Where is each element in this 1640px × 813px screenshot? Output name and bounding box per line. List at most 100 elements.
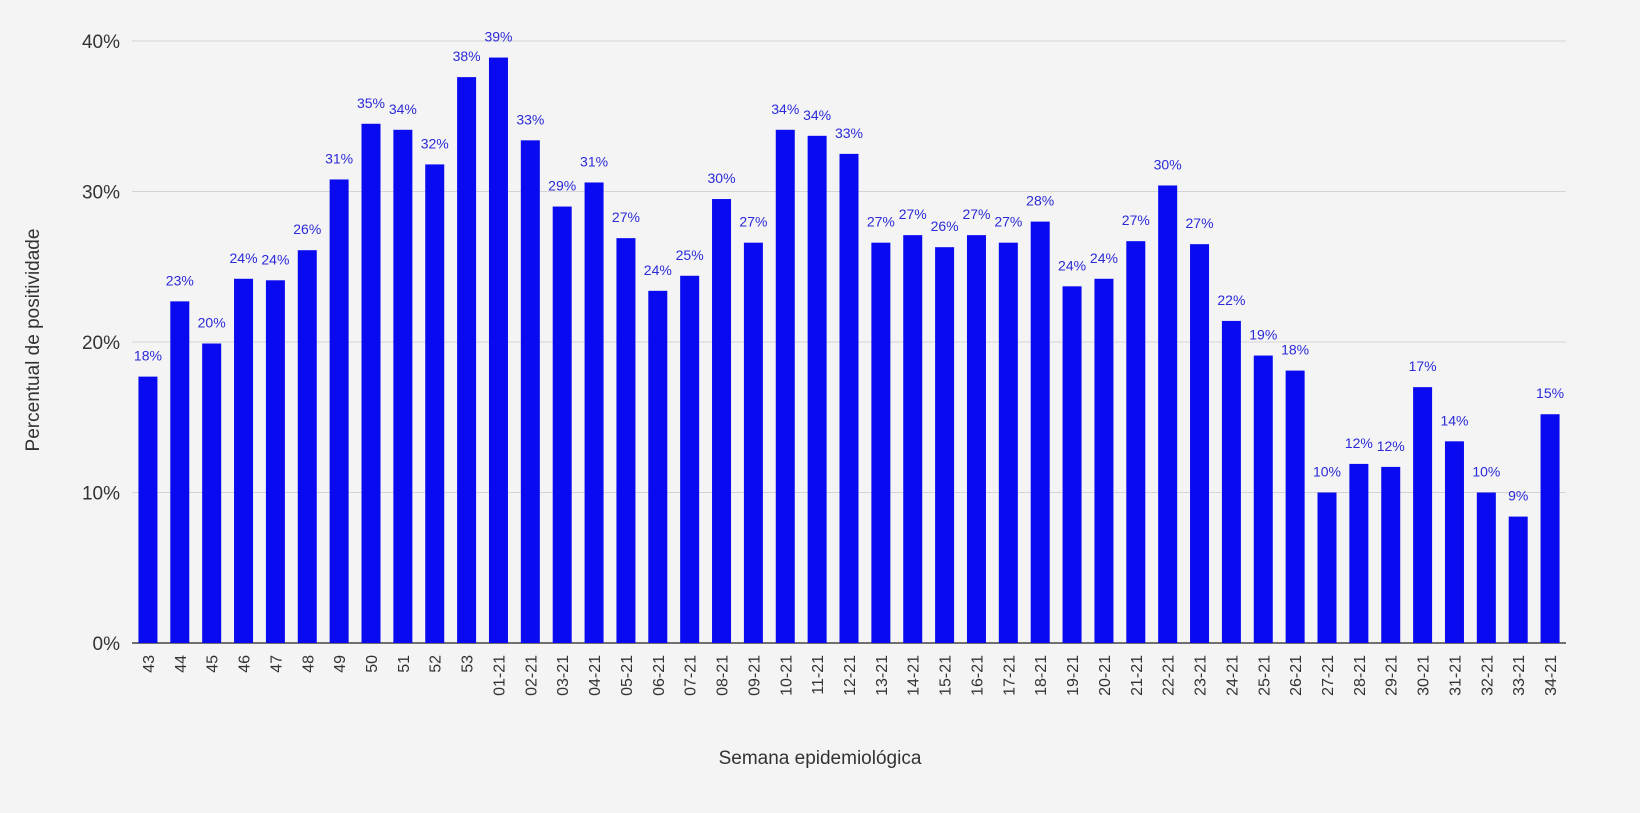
data-label: 17%	[1409, 358, 1437, 374]
bar	[297, 250, 317, 643]
y-axis-ticks: 0% 10% 20% 30% 40%	[82, 32, 120, 655]
y-tick-label: 20%	[82, 333, 120, 354]
bar	[1476, 492, 1496, 643]
data-label: 10%	[1472, 464, 1500, 480]
x-tick-label: 07-21	[683, 655, 700, 696]
bar	[1349, 463, 1369, 643]
y-tick-label: 30%	[82, 183, 120, 204]
bar	[1540, 414, 1560, 643]
data-label: 25%	[676, 247, 704, 263]
data-labels: 18%23%20%24% 24%26%31%35% 34%32%38%39%33%2…	[134, 29, 1564, 504]
x-tick-label: 12-21	[842, 655, 859, 696]
bar	[520, 140, 540, 643]
data-label: 27%	[962, 206, 990, 222]
bar	[361, 123, 381, 643]
bar	[712, 199, 732, 643]
y-tick-label: 40%	[82, 32, 120, 53]
x-tick-label: 06-21	[651, 655, 668, 696]
bar	[1062, 286, 1082, 643]
y-tick-label: 10%	[82, 484, 120, 505]
x-tick-label: 10-21	[778, 655, 795, 696]
x-tick-label: 24-21	[1224, 655, 1241, 696]
data-label: 27%	[994, 214, 1022, 230]
x-tick-label: 15-21	[938, 655, 955, 696]
bar	[616, 238, 636, 643]
data-label: 9%	[1508, 488, 1528, 504]
data-label: 29%	[548, 178, 576, 194]
data-label: 27%	[1186, 215, 1214, 231]
x-tick-label: 50	[364, 655, 381, 673]
data-label: 30%	[708, 170, 736, 186]
bar	[170, 301, 190, 643]
data-label: 34%	[771, 101, 799, 117]
bar	[903, 235, 923, 643]
y-axis-title: Percentual de positividade	[23, 228, 44, 452]
data-label: 39%	[484, 29, 512, 45]
bar	[648, 290, 668, 643]
x-tick-label: 09-21	[746, 655, 763, 696]
x-tick-label: 25-21	[1256, 655, 1273, 696]
data-label: 15%	[1536, 385, 1564, 401]
bar	[1508, 516, 1528, 643]
x-tick-label: 53	[460, 655, 477, 673]
data-label: 34%	[803, 107, 831, 123]
data-label: 27%	[1122, 212, 1150, 228]
x-tick-label: 16-21	[969, 655, 986, 696]
data-label: 35%	[357, 95, 385, 111]
x-tick-label: 31-21	[1447, 655, 1464, 696]
x-tick-label: 19-21	[1065, 655, 1082, 696]
bar	[680, 275, 700, 643]
bar	[966, 235, 986, 643]
x-tick-label: 20-21	[1097, 655, 1114, 696]
x-tick-label: 01-21	[491, 655, 508, 696]
bar	[1444, 441, 1464, 643]
bar	[1126, 241, 1146, 644]
x-tick-label: 14-21	[906, 655, 923, 696]
x-tick-label: 02-21	[523, 655, 540, 696]
bar	[138, 376, 158, 643]
x-tick-label: 21-21	[1129, 655, 1146, 696]
data-label: 12%	[1377, 438, 1405, 454]
x-tick-label: 26-21	[1288, 655, 1305, 696]
x-tick-label: 33-21	[1511, 655, 1528, 696]
x-tick-label: 13-21	[874, 655, 891, 696]
data-label: 22%	[1217, 292, 1245, 308]
x-tick-label: 47	[268, 655, 285, 673]
x-tick-label: 32-21	[1479, 655, 1496, 696]
bar	[488, 57, 508, 644]
x-tick-label: 18-21	[1033, 655, 1050, 696]
data-label: 19%	[1249, 327, 1277, 343]
bar	[234, 278, 254, 643]
bar	[552, 206, 572, 644]
data-label: 18%	[1281, 342, 1309, 358]
x-tick-label: 03-21	[555, 655, 572, 696]
x-tick-label: 30-21	[1416, 655, 1433, 696]
x-tick-label: 17-21	[1001, 655, 1018, 696]
bar	[425, 164, 445, 643]
bar	[329, 179, 349, 643]
x-tick-label: 45	[205, 655, 222, 673]
bar	[1253, 355, 1273, 643]
bar	[1221, 320, 1241, 643]
x-tick-label: 04-21	[587, 655, 604, 696]
bar	[457, 77, 477, 644]
data-label: 33%	[516, 111, 544, 127]
x-tick-label: 11-21	[810, 655, 827, 695]
data-label: 18%	[134, 348, 162, 364]
x-tick-label: 51	[396, 655, 413, 673]
x-tick-label: 27-21	[1320, 655, 1337, 696]
bar	[1158, 185, 1178, 644]
bar	[807, 135, 827, 643]
bar	[1413, 387, 1433, 643]
x-tick-label: 08-21	[715, 655, 732, 696]
data-label: 14%	[1440, 412, 1468, 428]
data-label: 24%	[644, 262, 672, 278]
bar	[584, 182, 604, 643]
data-label: 27%	[867, 214, 895, 230]
bar	[1094, 278, 1114, 643]
data-label: 27%	[899, 206, 927, 222]
x-tick-label: 29-21	[1384, 655, 1401, 696]
x-axis-ticks: 43 44 45 46 47 48 49 50 51 52 53 01-21 02-21 03-21 04-…	[141, 655, 1560, 696]
